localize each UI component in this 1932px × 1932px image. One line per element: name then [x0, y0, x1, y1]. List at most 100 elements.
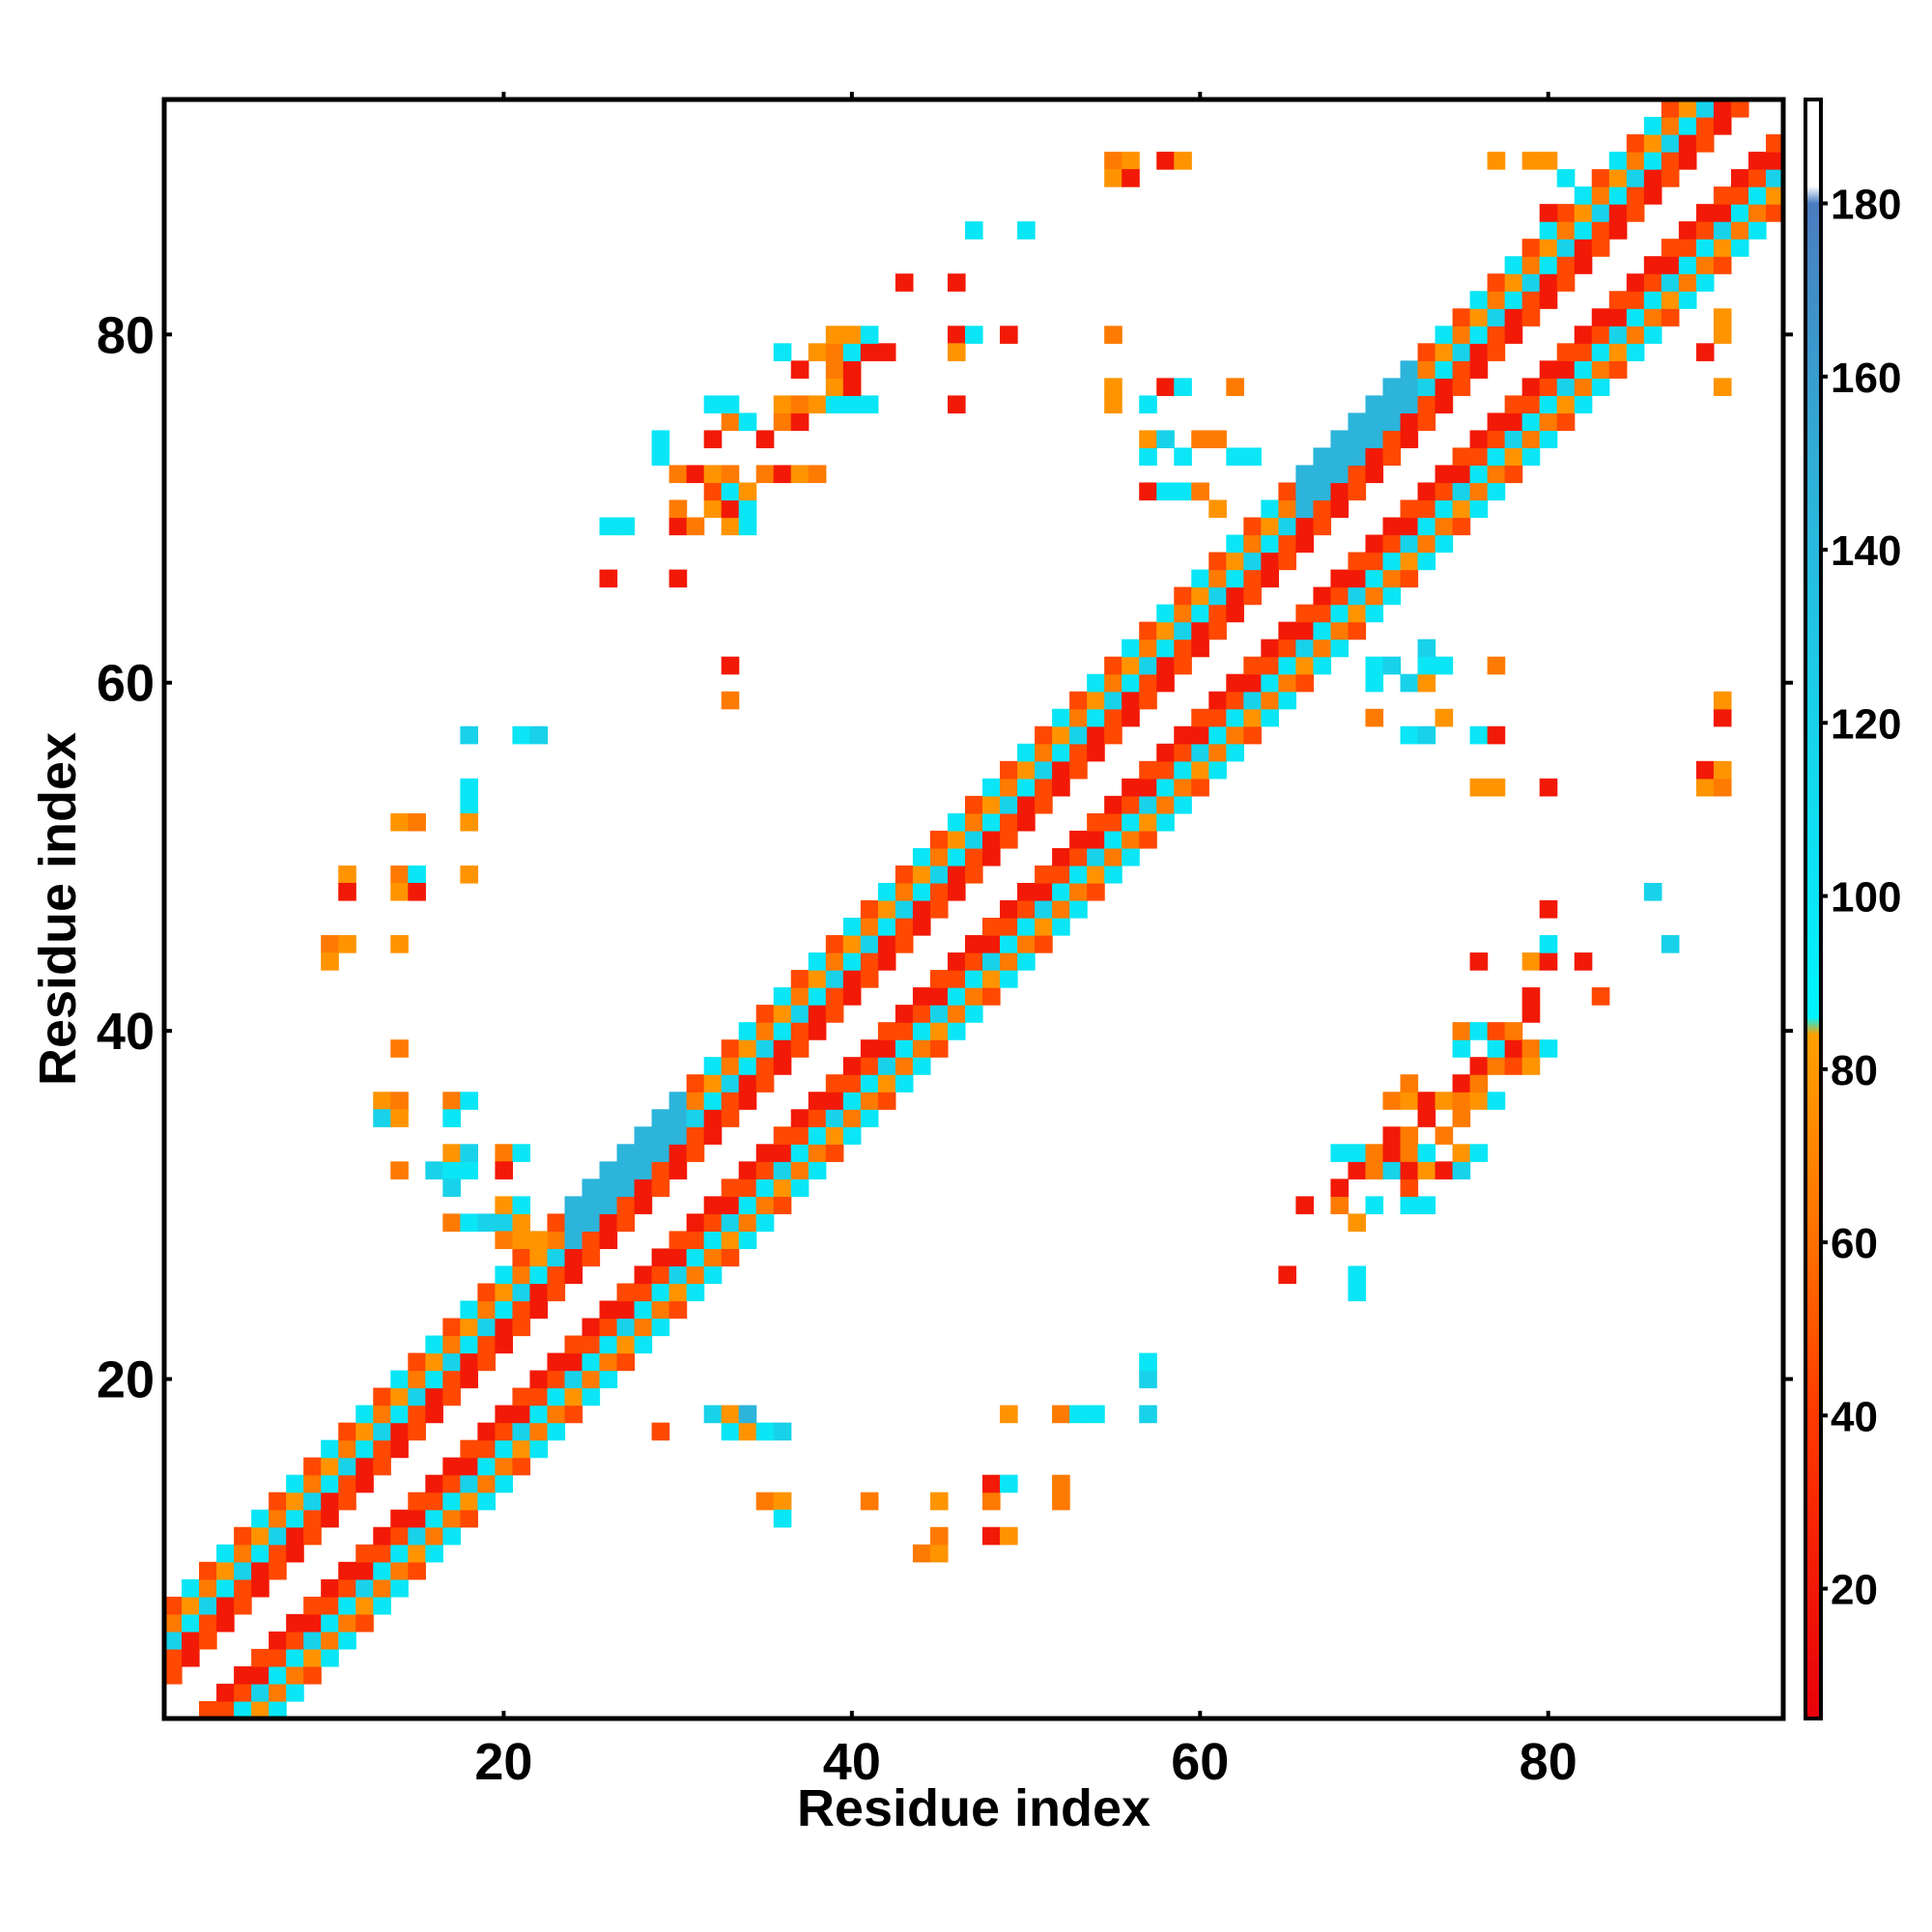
heatmap-cell — [321, 1457, 339, 1476]
heatmap-cell — [1487, 430, 1506, 449]
heatmap-cell — [1122, 673, 1140, 693]
heatmap-cell — [390, 1370, 409, 1389]
heatmap-cell — [1226, 725, 1244, 745]
heatmap-cell — [286, 1613, 304, 1633]
heatmap-cell — [1400, 412, 1419, 432]
heatmap-cell — [529, 1387, 549, 1406]
heatmap-cell — [1278, 691, 1296, 710]
heatmap-cell — [269, 1492, 287, 1511]
heatmap-cell — [1643, 273, 1662, 292]
heatmap-cell — [1747, 221, 1767, 240]
heatmap-cell — [1156, 778, 1175, 797]
heatmap-cell — [199, 1578, 217, 1598]
heatmap-cell — [1608, 152, 1628, 170]
heatmap-cell — [460, 1144, 478, 1162]
heatmap-cell — [1226, 447, 1244, 467]
heatmap-cell — [1643, 291, 1662, 309]
heatmap-cell — [1661, 273, 1680, 292]
heatmap-cell — [1208, 569, 1227, 588]
heatmap-cell — [686, 1248, 705, 1267]
heatmap-cell — [1556, 239, 1576, 257]
heatmap-cell — [982, 847, 1001, 867]
heatmap-cell — [164, 1665, 183, 1685]
heatmap-cell — [1191, 586, 1209, 606]
heatmap-cell — [634, 1318, 653, 1337]
heatmap-cell — [1591, 360, 1610, 379]
heatmap-cell — [1243, 708, 1262, 727]
heatmap-cell — [738, 1022, 757, 1040]
heatmap-cell — [338, 1596, 356, 1615]
heatmap-cell — [1156, 656, 1175, 675]
heatmap-cell — [1052, 847, 1070, 867]
heatmap-cell — [1348, 430, 1367, 449]
heatmap-cell — [442, 1509, 461, 1528]
heatmap-cell — [738, 1196, 757, 1214]
heatmap-cell — [877, 1022, 896, 1040]
heatmap-cell — [373, 1457, 391, 1476]
heatmap-cell — [1678, 99, 1697, 118]
heatmap-cell — [1122, 691, 1140, 710]
heatmap-cell — [495, 1318, 514, 1337]
heatmap-cell — [390, 882, 409, 901]
heatmap-cell — [773, 1039, 792, 1058]
heatmap-cell — [842, 1074, 862, 1093]
heatmap-cell — [477, 1439, 497, 1459]
heatmap-cell — [460, 1161, 478, 1179]
heatmap-cell — [547, 1213, 566, 1232]
heatmap-cell — [1000, 760, 1018, 780]
colorbar-tick-label: 140 — [1831, 527, 1901, 575]
heatmap-cell — [1417, 412, 1436, 432]
colorbar-tick-label: 180 — [1831, 182, 1901, 229]
heatmap-cell — [286, 1665, 304, 1685]
heatmap-cell — [269, 1509, 287, 1528]
heatmap-cell — [234, 1596, 252, 1615]
heatmap-cell — [1574, 204, 1593, 222]
heatmap-cell — [1087, 708, 1105, 727]
heatmap-cell — [303, 1457, 322, 1476]
heatmap-cell — [1504, 308, 1523, 327]
heatmap-cell — [842, 970, 862, 988]
heatmap-cell — [547, 1283, 566, 1302]
heatmap-cell — [460, 1474, 478, 1493]
heatmap-cell — [1435, 465, 1454, 484]
heatmap-cell — [1730, 204, 1749, 222]
heatmap-cell — [616, 1213, 636, 1232]
heatmap-cell — [286, 1631, 304, 1650]
heatmap-cell — [1643, 152, 1662, 170]
heatmap-cell — [1365, 1161, 1384, 1179]
heatmap-cell — [1713, 708, 1732, 727]
heatmap-cell — [1452, 1109, 1471, 1127]
heatmap-cell — [1348, 1144, 1367, 1162]
heatmap-cell — [182, 1596, 200, 1615]
heatmap-cell — [1435, 656, 1454, 675]
heatmap-cell — [1365, 430, 1384, 449]
heatmap-cell — [1208, 760, 1227, 780]
heatmap-cell — [1330, 639, 1350, 658]
heatmap-cell — [442, 1370, 461, 1389]
heatmap-cell — [1504, 412, 1523, 432]
heatmap-cell — [1556, 169, 1576, 187]
heatmap-cell — [1608, 221, 1628, 240]
heatmap-cell — [1365, 395, 1384, 413]
heatmap-cell — [668, 1283, 688, 1302]
heatmap-cell — [842, 1126, 862, 1145]
heatmap-cell — [1348, 621, 1367, 640]
y-axis-title: Residue index — [29, 732, 87, 1086]
heatmap-cell — [1139, 1352, 1157, 1372]
heatmap-cell — [1278, 517, 1296, 536]
heatmap-cell — [773, 1126, 792, 1145]
heatmap-cell — [425, 1509, 443, 1528]
heatmap-cell — [1452, 1022, 1471, 1040]
heatmap-cell — [1747, 204, 1767, 222]
heatmap-cell — [738, 1213, 757, 1232]
heatmap-cell — [1608, 291, 1628, 309]
heatmap-cell — [373, 1596, 391, 1615]
y-tick-label: 40 — [97, 1003, 155, 1061]
heatmap-cell — [1208, 430, 1227, 449]
heatmap-cell — [703, 1126, 723, 1145]
heatmap-cell — [634, 1300, 653, 1320]
heatmap-cell — [477, 1213, 497, 1232]
heatmap-cell — [982, 918, 1001, 936]
heatmap-cell — [182, 1648, 200, 1667]
heatmap-cell — [1382, 534, 1402, 554]
